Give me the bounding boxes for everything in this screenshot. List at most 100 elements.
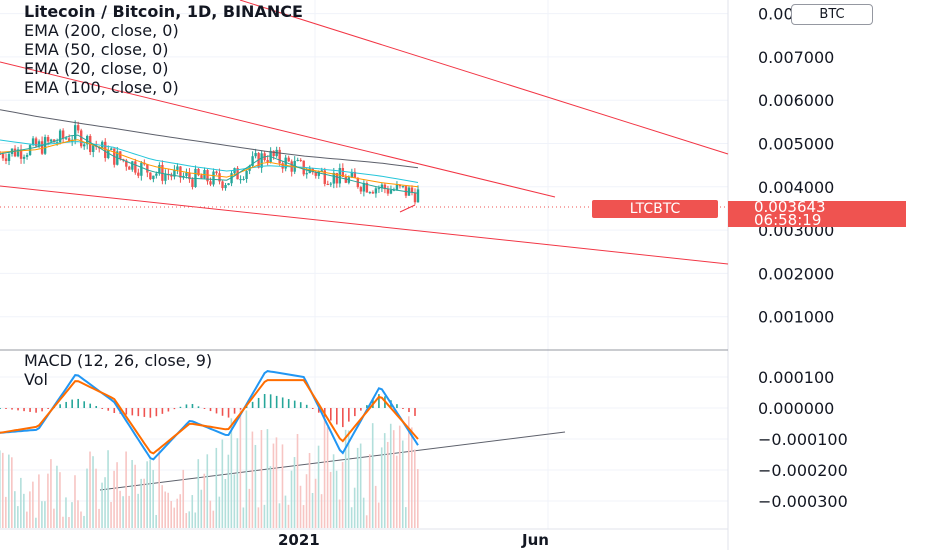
candle-body [344, 176, 348, 183]
candle-body [230, 173, 233, 184]
legend-ema200[interactable]: EMA (200, close, 0) [24, 21, 179, 40]
candle-body [323, 170, 326, 184]
candle-body [320, 170, 323, 172]
volume-bar [20, 477, 22, 528]
ema-line [0, 139, 419, 183]
volume-bar [251, 431, 254, 528]
volume-bar [374, 485, 377, 528]
volume-bar [302, 505, 305, 528]
candle-body [137, 172, 140, 176]
candle-body [296, 159, 299, 161]
histogram-bar [101, 408, 104, 409]
volume-bar [404, 507, 407, 528]
volume-bar [221, 439, 224, 528]
price-tick-label: 0.007000 [758, 48, 834, 67]
histogram-bar [239, 408, 242, 410]
volume-bar [29, 491, 31, 528]
volume-bar [224, 478, 227, 528]
volume-bar [398, 425, 401, 528]
volume-bar [0, 450, 1, 528]
histogram-bar [396, 404, 398, 408]
legend-macd[interactable]: MACD (12, 26, close, 9) [24, 351, 213, 370]
ema-line [0, 109, 419, 169]
volume-bar [101, 482, 103, 528]
volume-bar [191, 495, 194, 528]
volume-bar [164, 491, 166, 528]
volume-bar [248, 488, 251, 528]
candle-body [76, 125, 80, 131]
candle-body [92, 145, 95, 153]
histogram-bar [29, 408, 31, 412]
histogram-bar [59, 404, 61, 408]
histogram-bar [251, 401, 254, 408]
main-legend: Litecoin / Bitcoin, 1D, BINANCE EMA (200… [24, 2, 303, 97]
volume-bar [272, 443, 275, 528]
volume-bar [11, 457, 13, 528]
currency-button[interactable]: BTC [791, 4, 873, 25]
volume-bar [236, 438, 239, 528]
histogram-bar [348, 408, 350, 422]
legend-ema20[interactable]: EMA (20, close, 0) [24, 59, 169, 78]
histogram-bar [83, 401, 86, 408]
volume-bar [242, 507, 245, 528]
candle-body [272, 150, 275, 157]
candle-body [1, 154, 5, 159]
legend-vol[interactable]: Vol [24, 370, 48, 389]
histogram-bar [197, 406, 200, 408]
candle-body [239, 179, 242, 181]
histogram-bar [414, 408, 416, 416]
candle-body [83, 144, 86, 147]
histogram-bar [65, 401, 67, 408]
candle-body [383, 184, 387, 190]
histogram-bar [402, 408, 404, 409]
volume-bar [341, 461, 344, 528]
candle-body [392, 189, 396, 191]
trendline [0, 61, 556, 198]
candle-body [73, 125, 77, 140]
volume-bar [314, 478, 317, 528]
macd-lines [0, 370, 419, 461]
volume-bar [401, 440, 404, 528]
volume-bar [158, 448, 160, 528]
candle-body [64, 138, 68, 140]
volume-bar [287, 504, 290, 528]
volume-bar [71, 502, 73, 528]
volume-bar [230, 418, 233, 528]
volume-bar [137, 493, 139, 528]
candle-body [314, 172, 317, 176]
candle-body [278, 149, 281, 164]
volume-bar [263, 504, 266, 528]
legend-ema100[interactable]: EMA (100, close, 0) [24, 78, 179, 97]
volume-bar [17, 506, 19, 528]
volume-bar [233, 474, 236, 528]
histogram-bar [167, 408, 170, 412]
histogram-bar [311, 408, 314, 409]
candle-body [13, 148, 17, 157]
volume-bar [56, 465, 58, 528]
histogram-bar [227, 408, 230, 418]
candle-body [146, 164, 149, 173]
candle-body [260, 153, 263, 168]
candle-body [31, 138, 35, 146]
candle-body [380, 184, 384, 189]
candle-body [359, 187, 363, 192]
volume-bar [353, 487, 356, 528]
volume-bar [410, 427, 413, 528]
symbol-title[interactable]: Litecoin / Bitcoin, 1D, BINANCE [24, 2, 303, 21]
histogram-bar [329, 408, 332, 421]
volume-bar [185, 513, 188, 528]
candle-body [170, 175, 173, 177]
histogram-bar [360, 408, 362, 411]
volume-bar [53, 508, 55, 528]
candle-body [353, 171, 357, 178]
histogram-bar [185, 404, 188, 408]
ema-line [0, 139, 419, 188]
volume-bar [290, 470, 293, 528]
histogram-bar [95, 406, 98, 408]
volume-bar [365, 515, 368, 528]
volume-bar [77, 500, 79, 528]
volume-bar [38, 474, 40, 528]
legend-ema50[interactable]: EMA (50, close, 0) [24, 40, 169, 59]
volume-bar [362, 497, 365, 528]
